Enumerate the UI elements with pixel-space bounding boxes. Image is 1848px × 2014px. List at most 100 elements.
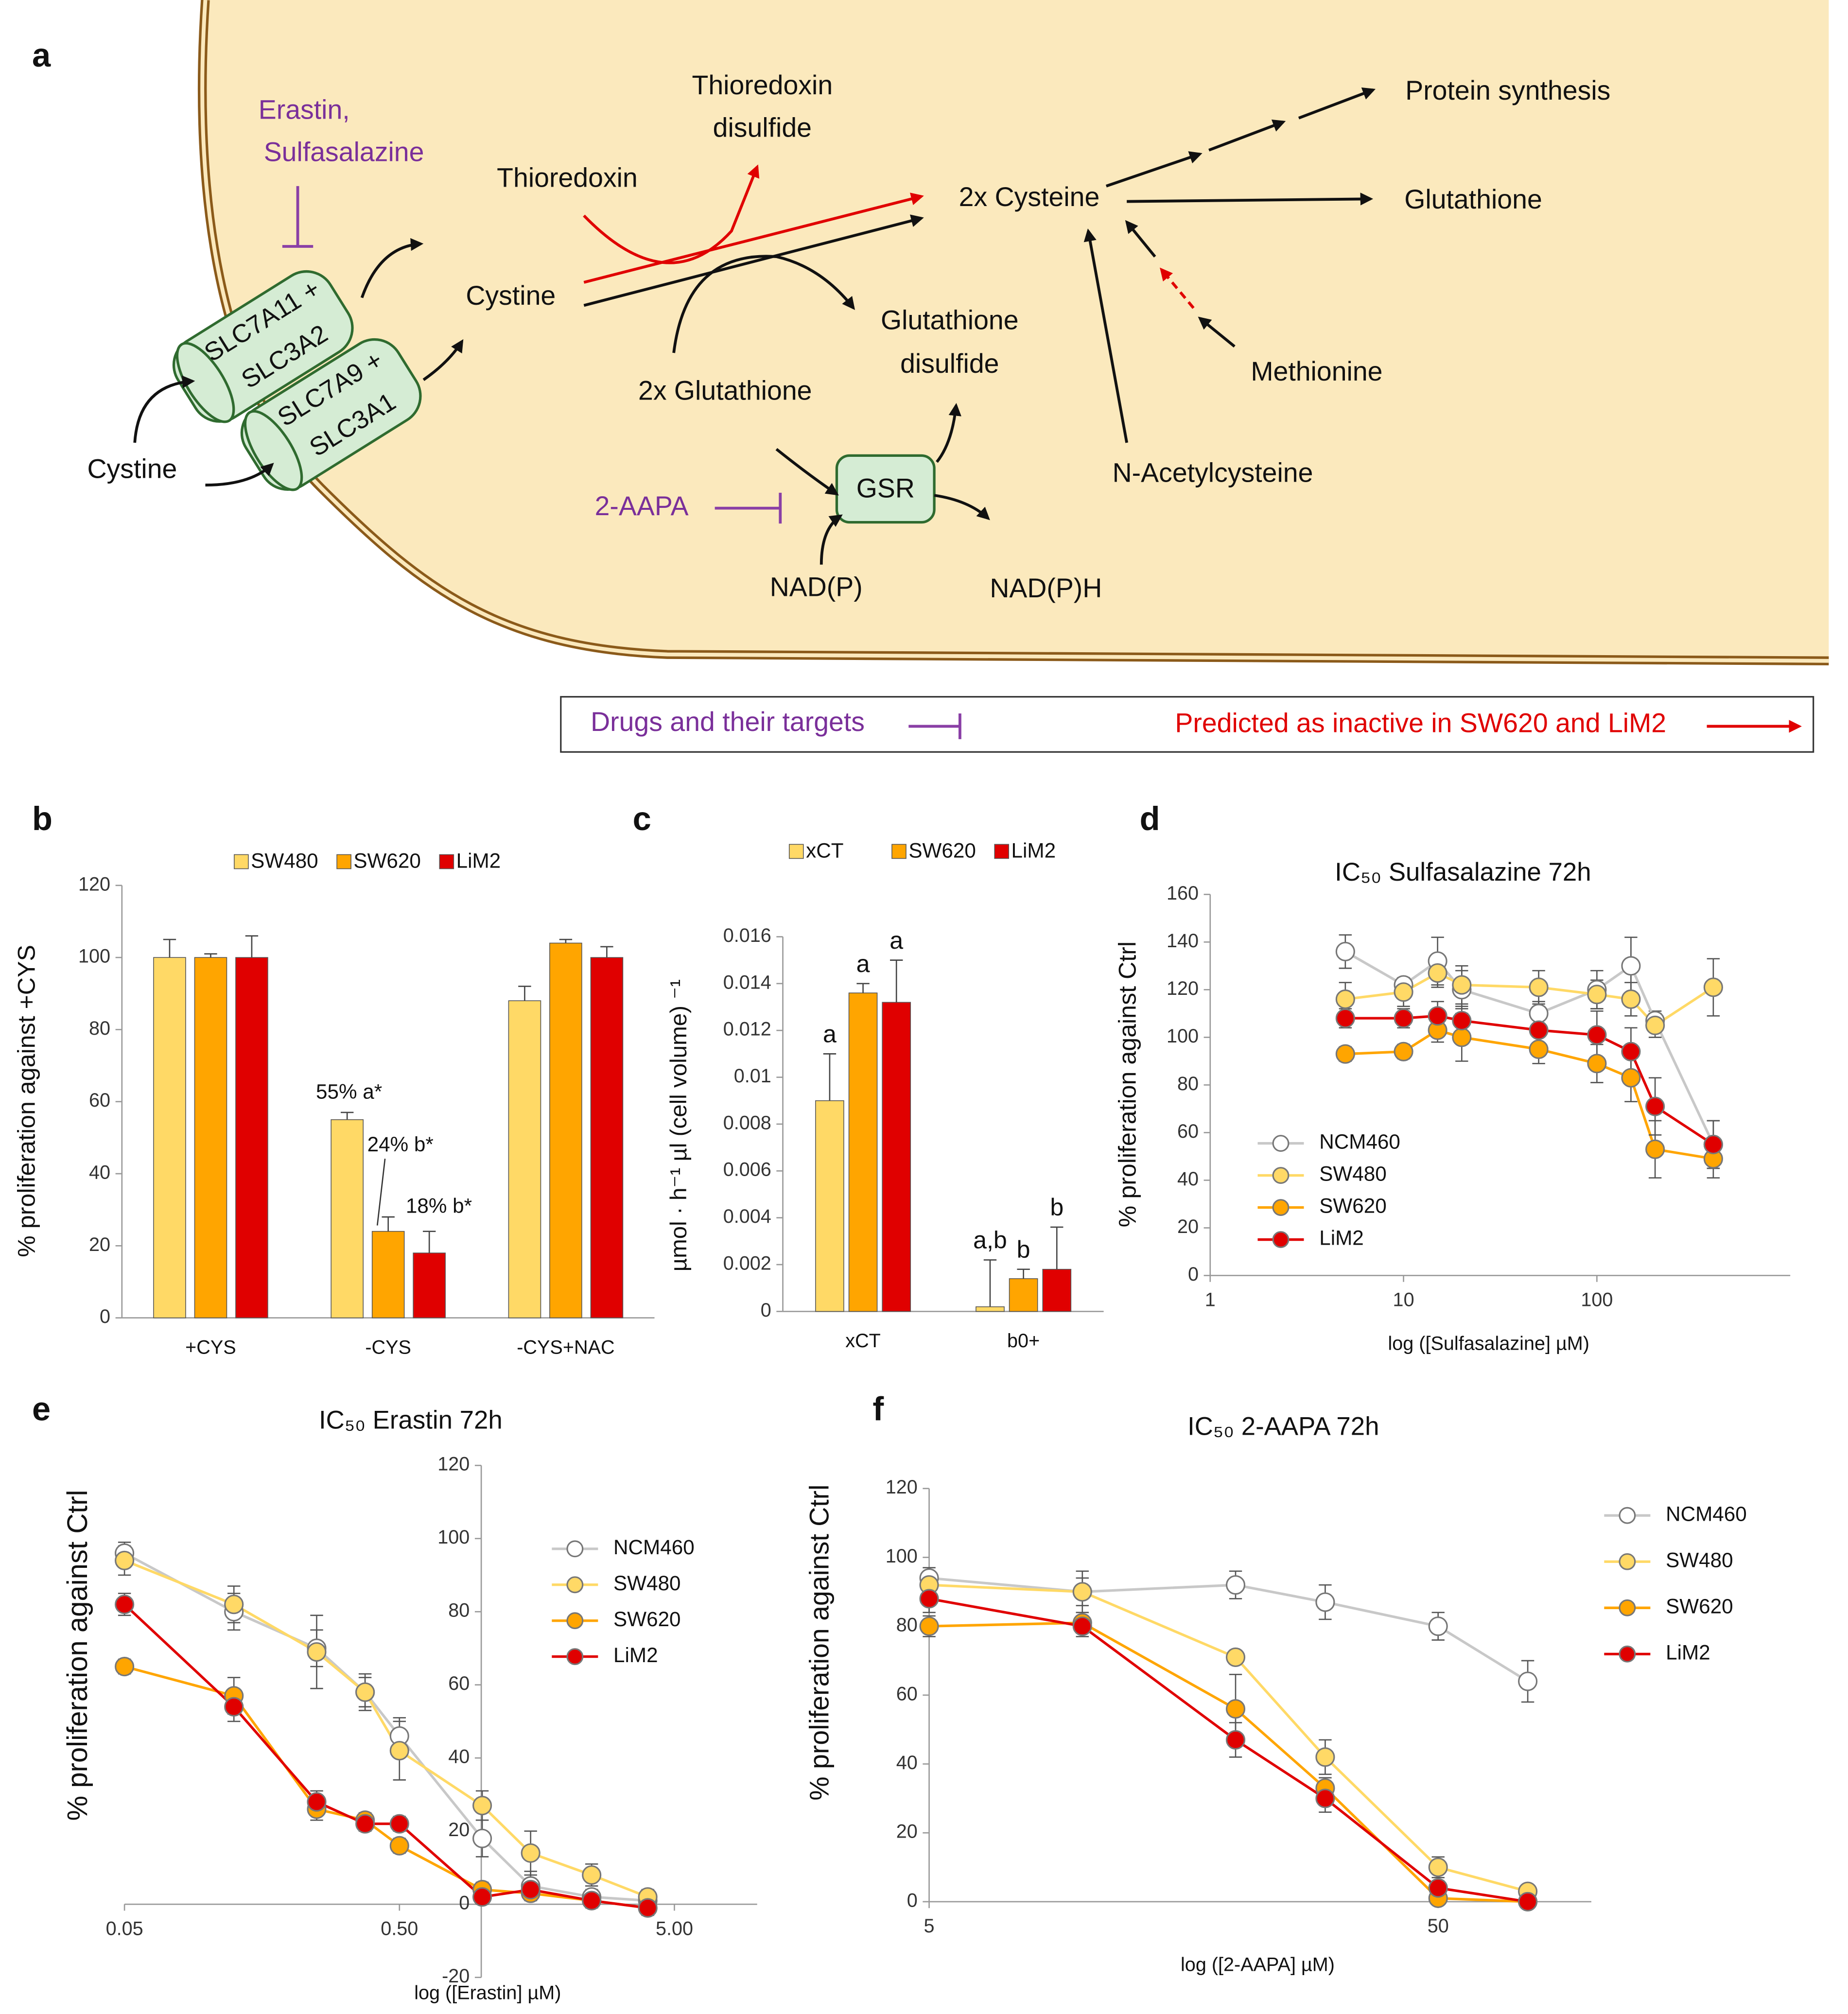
x-tick-label: 0.50	[381, 1918, 418, 1939]
legend-swatch	[788, 844, 804, 859]
point	[919, 1616, 939, 1636]
node: 2x Cysteine	[959, 182, 1100, 212]
panel-label: f	[872, 1390, 884, 1427]
point	[389, 1814, 409, 1834]
error-bar	[245, 935, 259, 958]
y-tick-label: 40	[448, 1746, 470, 1768]
bar	[413, 1252, 446, 1319]
node: Thioredoxin	[692, 70, 833, 100]
series-line	[929, 1597, 1528, 1903]
drug: Sulfasalazine	[264, 137, 424, 167]
bar	[1009, 1278, 1038, 1312]
arrows	[133, 87, 1376, 565]
legend-text: Drugs and their targets	[591, 707, 865, 737]
diagram-legend: Drugs and their targets Predicted as ina…	[560, 696, 1814, 753]
y-tick-label: 20	[896, 1821, 918, 1842]
point	[1394, 982, 1413, 1002]
y-tick-label: 140	[1167, 930, 1199, 952]
point	[1518, 1892, 1538, 1911]
point	[1587, 1025, 1607, 1045]
point	[1335, 941, 1355, 962]
y-tick-label: 80	[448, 1600, 470, 1621]
bar-letter: b	[1017, 1236, 1030, 1263]
point	[1072, 1582, 1092, 1602]
point	[1587, 1054, 1607, 1074]
point	[582, 1891, 602, 1910]
bar-letter: b	[1050, 1194, 1063, 1221]
bar	[976, 1306, 1005, 1312]
legend-swatch	[336, 854, 351, 869]
point	[115, 1550, 135, 1570]
y-tick-label: 100	[886, 1545, 918, 1567]
legend-marker	[566, 1648, 584, 1666]
point	[1225, 1575, 1246, 1595]
legend-marker	[1619, 1507, 1636, 1524]
point	[355, 1814, 375, 1834]
point	[1621, 956, 1641, 976]
point	[224, 1595, 244, 1615]
panel-label: b	[32, 800, 52, 837]
error-bar	[823, 1053, 837, 1101]
legend-label: SW620	[1319, 1195, 1386, 1217]
legend-swatch	[234, 854, 249, 869]
bar	[508, 1000, 541, 1319]
legend-text: Predicted as inactive in SW620 and LiM2	[1175, 708, 1666, 738]
legend-marker	[1272, 1199, 1290, 1216]
point	[1621, 1068, 1641, 1088]
legend-label: NCM460	[1319, 1130, 1400, 1153]
x-tick-label: 50	[1428, 1915, 1449, 1937]
point	[389, 1836, 409, 1856]
x-tick-label: 5.00	[656, 1918, 693, 1939]
point	[1645, 1015, 1665, 1035]
y-tick-label: 120	[1167, 978, 1199, 999]
annotation: 55% a*	[316, 1080, 382, 1103]
error-bar	[890, 959, 903, 1003]
legend-label: SW480	[613, 1572, 680, 1595]
legend-label: LiM2	[1319, 1227, 1364, 1250]
y-axis-label: % proliferation against Ctrl	[1114, 941, 1141, 1227]
legend-marker	[566, 1612, 584, 1630]
panel-label: a	[32, 36, 51, 74]
x-tick-label: +CYS	[185, 1337, 236, 1358]
node: Glutathione	[881, 305, 1019, 335]
x-tick-label: -CYS	[365, 1337, 411, 1358]
point	[1452, 975, 1472, 995]
point	[1529, 977, 1549, 997]
chart-title: IC₅₀ 2-AAPA 72h	[1187, 1412, 1379, 1441]
point	[1335, 1008, 1355, 1028]
point	[1072, 1616, 1092, 1636]
y-tick-label: 0.002	[723, 1252, 771, 1274]
legend-label: LiM2	[456, 849, 501, 872]
legend-box	[560, 696, 1814, 753]
point	[1621, 989, 1641, 1009]
node: Methionine	[1251, 356, 1382, 386]
y-tick-label: 0.014	[723, 972, 771, 993]
drug: Erastin,	[259, 94, 350, 124]
y-tick-label: 100	[1167, 1025, 1199, 1047]
point	[1225, 1647, 1246, 1667]
node: disulfide	[900, 348, 999, 379]
point	[1225, 1699, 1246, 1719]
leader-line	[376, 1159, 386, 1226]
series-line	[929, 1621, 1528, 1903]
error-bar	[204, 953, 217, 958]
point	[1335, 1044, 1355, 1064]
y-tick-label: 0	[761, 1300, 771, 1321]
point	[1587, 985, 1607, 1005]
y-axis-label: % proliferation against Ctrl	[62, 1490, 93, 1821]
bar-letter: a	[889, 927, 903, 954]
bar	[1042, 1268, 1072, 1312]
node: NAD(P)	[770, 572, 863, 602]
panel-label: e	[32, 1390, 51, 1427]
y-tick-label: 40	[1177, 1168, 1199, 1190]
x-tick-label: 10	[1393, 1289, 1414, 1311]
point	[1315, 1592, 1335, 1612]
error-bar	[1050, 1226, 1063, 1269]
bar-letter: a	[823, 1021, 837, 1048]
bar	[194, 957, 227, 1319]
point	[115, 1595, 135, 1615]
point	[521, 1880, 540, 1900]
legend-marker	[566, 1540, 584, 1558]
y-axis-label: % proliferation against Ctrl	[804, 1485, 834, 1801]
